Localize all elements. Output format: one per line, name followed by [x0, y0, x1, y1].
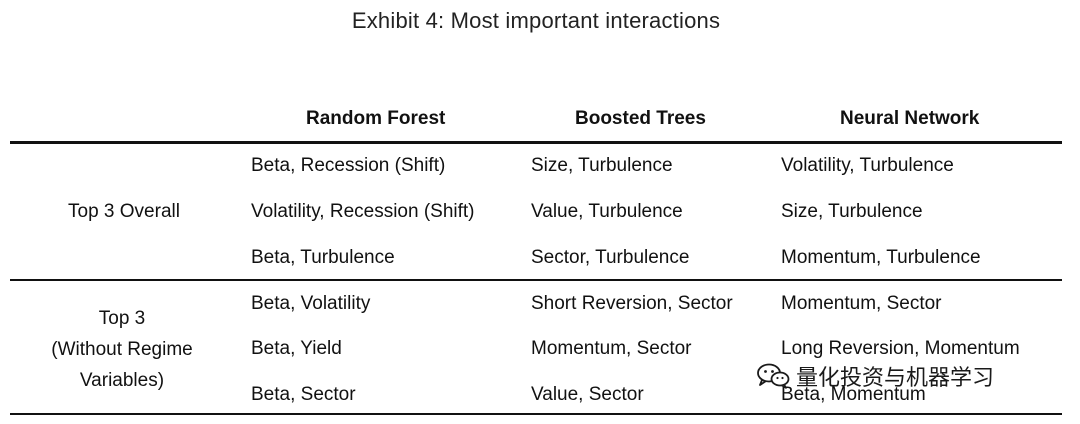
table-cell: Volatility, Turbulence: [781, 155, 954, 176]
group-divider-rule: [10, 279, 1062, 281]
group-label-line: Variables): [79, 370, 165, 391]
watermark: 量化投资与机器学习: [756, 359, 994, 393]
group-label-top3-without-regime: Top 3 (Without Regime Variables): [30, 303, 214, 396]
table-cell: Size, Turbulence: [531, 155, 673, 176]
wechat-icon: [756, 362, 790, 390]
watermark-text: 量化投资与机器学习: [796, 366, 995, 391]
exhibit-title: Exhibit 4: Most important interactions: [351, 8, 721, 33]
table-cell: Momentum, Sector: [531, 338, 692, 359]
column-header-neural-network: Neural Network: [840, 108, 980, 129]
table-cell: Beta, Yield: [251, 338, 342, 359]
table-cell: Momentum, Sector: [781, 293, 942, 314]
table-cell: Value, Turbulence: [531, 201, 683, 222]
group-label-line: (Without Regime: [51, 339, 193, 360]
table-cell: Beta, Momentum: [781, 384, 926, 405]
group-label-line: Top 3: [98, 308, 146, 329]
table-cell: Sector, Turbulence: [531, 247, 690, 268]
table-cell: Long Reversion, Momentum: [781, 338, 1020, 359]
table-cell: Volatility, Recession (Shift): [251, 201, 475, 222]
group-label-top3-overall: Top 3 Overall: [68, 201, 180, 222]
header-rule: [10, 141, 1062, 144]
table-cell: Size, Turbulence: [781, 201, 923, 222]
table-cell: Beta, Recession (Shift): [251, 155, 446, 176]
table-cell: Value, Sector: [531, 384, 644, 405]
column-header-random-forest: Random Forest: [306, 108, 446, 129]
column-header-boosted-trees: Boosted Trees: [575, 108, 706, 129]
table-cell: Beta, Sector: [251, 384, 356, 405]
table-cell: Momentum, Turbulence: [781, 247, 981, 268]
bottom-rule: [10, 413, 1062, 415]
table-cell: Beta, Volatility: [251, 293, 371, 314]
table-cell: Short Reversion, Sector: [531, 293, 733, 314]
table-cell: Beta, Turbulence: [251, 247, 395, 268]
